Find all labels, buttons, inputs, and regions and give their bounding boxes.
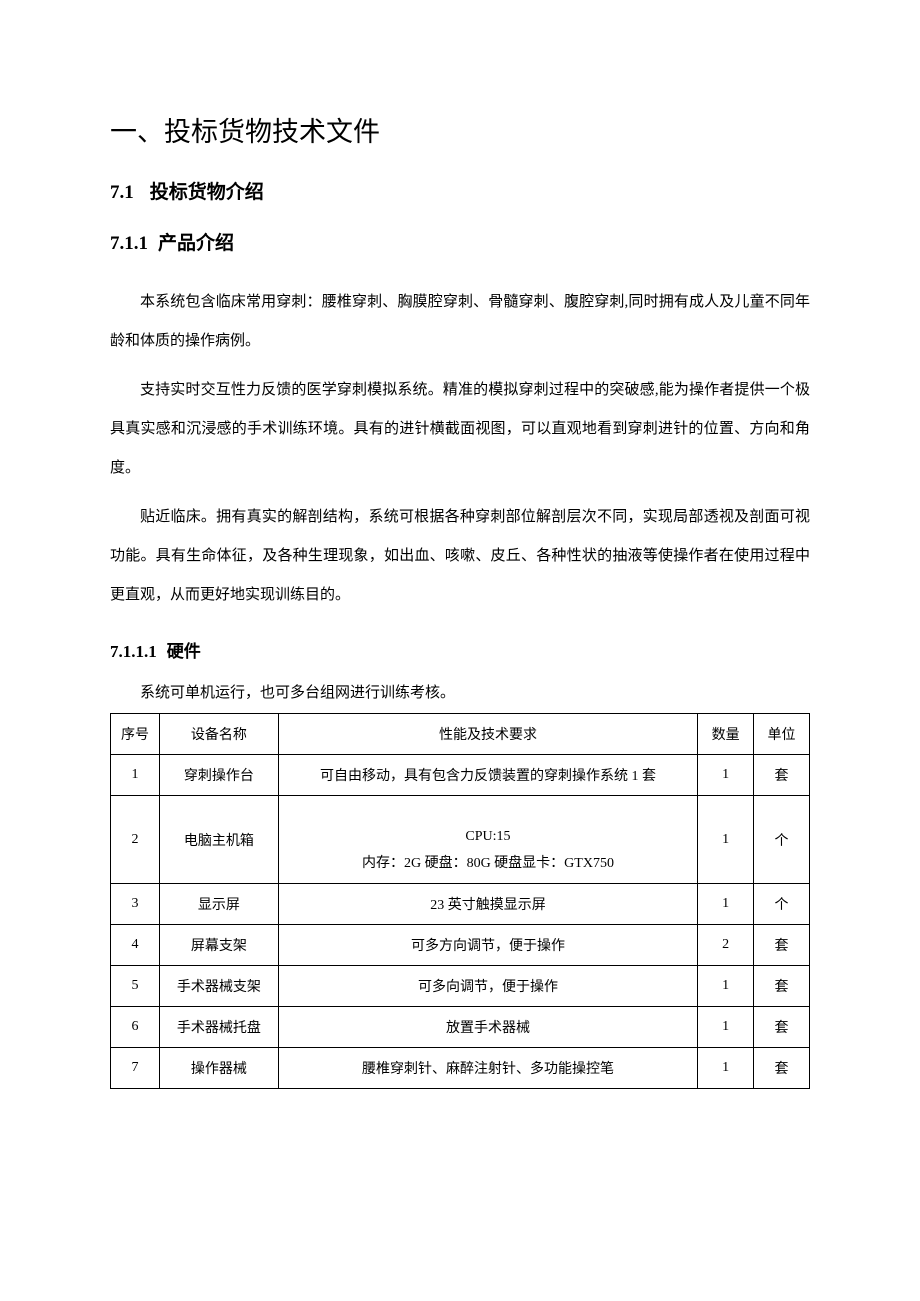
table-row: 1 穿刺操作台 可自由移动，具有包含力反馈装置的穿刺操作系统 1 套 1 套 <box>111 755 810 796</box>
cell-req: 放置手术器械 <box>278 1007 697 1048</box>
cell-req: 腰椎穿刺针、麻醉注射针、多功能操控笔 <box>278 1048 697 1089</box>
cell-req: 可自由移动，具有包含力反馈装置的穿刺操作系统 1 套 <box>278 755 697 796</box>
cell-req-line2: 内存：2G 硬盘：80G 硬盘显卡：GTX750 <box>283 851 693 878</box>
cell-idx: 1 <box>111 755 160 796</box>
hardware-table: 序号 设备名称 性能及技术要求 数量 单位 1 穿刺操作台 可自由移动，具有包含… <box>110 713 810 1089</box>
cell-unit: 套 <box>754 1048 810 1089</box>
th-index: 序号 <box>111 714 160 755</box>
paragraph-1: 本系统包含临床常用穿刺：腰椎穿刺、胸膜腔穿刺、骨髓穿刺、腹腔穿刺,同时拥有成人及… <box>110 283 810 361</box>
cell-req: 可多方向调节，便于操作 <box>278 925 697 966</box>
cell-name: 电脑主机箱 <box>159 796 278 884</box>
cell-req: 23 英寸触摸显示屏 <box>278 884 697 925</box>
cell-name: 穿刺操作台 <box>159 755 278 796</box>
table-row: 3 显示屏 23 英寸触摸显示屏 1 个 <box>111 884 810 925</box>
cell-idx: 7 <box>111 1048 160 1089</box>
cell-unit: 套 <box>754 925 810 966</box>
heading-3-text: 产品介绍 <box>158 233 234 254</box>
cell-qty: 1 <box>698 884 754 925</box>
heading-2-text: 投标货物介绍 <box>150 182 264 203</box>
cell-qty: 1 <box>698 1048 754 1089</box>
cell-name: 显示屏 <box>159 884 278 925</box>
th-name: 设备名称 <box>159 714 278 755</box>
cell-idx: 2 <box>111 796 160 884</box>
cell-qty: 1 <box>698 755 754 796</box>
cell-req-line1: CPU:15 <box>283 824 693 851</box>
table-row: 5 手术器械支架 可多向调节，便于操作 1 套 <box>111 966 810 1007</box>
cell-qty: 1 <box>698 796 754 884</box>
paragraph-3: 贴近临床。拥有真实的解剖结构，系统可根据各种穿刺部位解剖层次不同，实现局部透视及… <box>110 498 810 615</box>
cell-unit: 套 <box>754 755 810 796</box>
th-unit: 单位 <box>754 714 810 755</box>
table-row: 6 手术器械托盘 放置手术器械 1 套 <box>111 1007 810 1048</box>
cell-idx: 4 <box>111 925 160 966</box>
cell-name: 手术器械托盘 <box>159 1007 278 1048</box>
table-row: 7 操作器械 腰椎穿刺针、麻醉注射针、多功能操控笔 1 套 <box>111 1048 810 1089</box>
heading-level-1: 一、投标货物技术文件 <box>110 110 810 149</box>
cell-qty: 1 <box>698 966 754 1007</box>
cell-unit: 套 <box>754 966 810 1007</box>
table-header-row: 序号 设备名称 性能及技术要求 数量 单位 <box>111 714 810 755</box>
cell-qty: 1 <box>698 1007 754 1048</box>
cell-idx: 6 <box>111 1007 160 1048</box>
cell-idx: 3 <box>111 884 160 925</box>
table-row: 4 屏幕支架 可多方向调节，便于操作 2 套 <box>111 925 810 966</box>
cell-req: CPU:15 内存：2G 硬盘：80G 硬盘显卡：GTX750 <box>278 796 697 884</box>
cell-qty: 2 <box>698 925 754 966</box>
heading-level-4: 7.1.1.1 硬件 <box>110 637 810 662</box>
paragraph-2: 支持实时交互性力反馈的医学穿刺模拟系统。精准的模拟穿刺过程中的突破感,能为操作者… <box>110 371 810 488</box>
document-page: 一、投标货物技术文件 7.1 投标货物介绍 7.1.1 产品介绍 本系统包含临床常用… <box>0 0 920 1301</box>
heading-2-number: 7.1 <box>110 182 134 203</box>
heading-3-number: 7.1.1 <box>110 233 148 254</box>
cell-name: 屏幕支架 <box>159 925 278 966</box>
heading-4-number: 7.1.1.1 <box>110 642 157 661</box>
cell-name: 手术器械支架 <box>159 966 278 1007</box>
th-req: 性能及技术要求 <box>278 714 697 755</box>
heading-level-3: 7.1.1 产品介绍 <box>110 228 810 255</box>
heading-level-2: 7.1 投标货物介绍 <box>110 177 810 204</box>
cell-unit: 个 <box>754 796 810 884</box>
cell-req: 可多向调节，便于操作 <box>278 966 697 1007</box>
th-qty: 数量 <box>698 714 754 755</box>
cell-idx: 5 <box>111 966 160 1007</box>
table-row: 2 电脑主机箱 CPU:15 内存：2G 硬盘：80G 硬盘显卡：GTX750 … <box>111 796 810 884</box>
cell-unit: 个 <box>754 884 810 925</box>
cell-name: 操作器械 <box>159 1048 278 1089</box>
cell-unit: 套 <box>754 1007 810 1048</box>
paragraph-4: 系统可单机运行，也可多台组网进行训练考核。 <box>110 680 810 707</box>
heading-4-text: 硬件 <box>167 642 201 661</box>
